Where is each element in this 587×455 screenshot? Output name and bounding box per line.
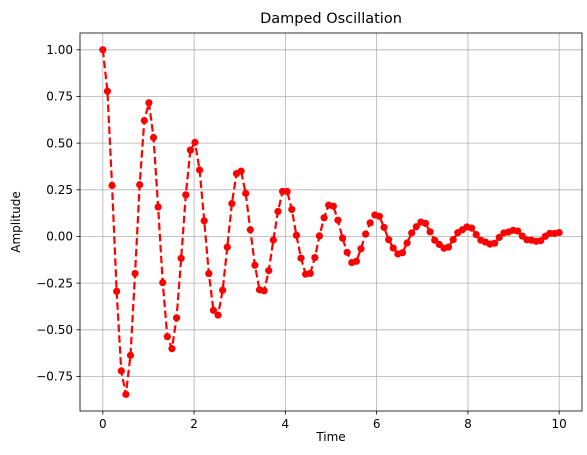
data-point bbox=[338, 234, 347, 242]
x-tick-label: 10 bbox=[552, 417, 567, 431]
data-point bbox=[182, 191, 190, 199]
data-point bbox=[140, 116, 148, 125]
x-tick-label: 0 bbox=[99, 417, 107, 431]
data-point bbox=[122, 390, 130, 398]
data-point bbox=[320, 214, 328, 222]
y-tick-label: 0.50 bbox=[46, 136, 73, 150]
x-axis: 0 2 4 6 8 10 bbox=[99, 411, 567, 431]
data-point bbox=[159, 278, 167, 287]
data-point bbox=[223, 243, 231, 251]
data-point bbox=[444, 243, 453, 251]
data-point bbox=[306, 269, 314, 278]
data-point bbox=[403, 239, 411, 247]
data-point bbox=[209, 306, 218, 314]
data-point bbox=[168, 345, 176, 353]
data-point bbox=[242, 189, 250, 197]
y-tick-label: −0.75 bbox=[36, 370, 73, 384]
data-point bbox=[426, 228, 434, 236]
data-point bbox=[205, 270, 213, 278]
data-point bbox=[361, 230, 370, 238]
data-point bbox=[228, 200, 236, 208]
plot-frame bbox=[79, 32, 583, 412]
data-point bbox=[149, 133, 158, 142]
data-point bbox=[219, 286, 227, 294]
series-layer bbox=[99, 46, 563, 398]
y-tick-label: 0.00 bbox=[46, 230, 73, 244]
data-point bbox=[491, 239, 499, 247]
data-point bbox=[288, 205, 296, 213]
x-tick-label: 6 bbox=[373, 417, 381, 431]
x-tick-label: 4 bbox=[282, 417, 290, 431]
data-point bbox=[431, 236, 439, 244]
data-point bbox=[375, 212, 384, 220]
x-tick-label: 8 bbox=[464, 417, 472, 431]
data-point bbox=[412, 223, 420, 231]
data-point bbox=[357, 245, 365, 253]
data-point bbox=[246, 226, 254, 234]
y-tick-label: −0.50 bbox=[36, 323, 73, 337]
data-point bbox=[131, 269, 139, 278]
data-point bbox=[385, 236, 393, 244]
data-point bbox=[297, 254, 305, 262]
data-point bbox=[555, 228, 563, 237]
data-point bbox=[329, 202, 337, 210]
data-point bbox=[537, 237, 545, 245]
data-point bbox=[495, 233, 503, 241]
data-point bbox=[421, 219, 430, 227]
data-point bbox=[292, 231, 301, 239]
data-point bbox=[315, 232, 324, 240]
data-point bbox=[99, 46, 107, 54]
data-point bbox=[472, 231, 480, 239]
data-point bbox=[191, 138, 199, 146]
data-point bbox=[108, 181, 116, 190]
data-point bbox=[200, 217, 208, 225]
data-point bbox=[113, 287, 121, 295]
y-tick-label: 0.25 bbox=[46, 183, 73, 197]
data-point bbox=[514, 227, 522, 235]
data-point bbox=[196, 166, 204, 174]
data-point bbox=[366, 219, 374, 227]
data-point bbox=[260, 287, 268, 295]
y-axis-label: Amplitude bbox=[9, 191, 23, 253]
y-tick-label: 1.00 bbox=[46, 43, 73, 57]
data-point bbox=[251, 261, 259, 269]
data-point bbox=[398, 249, 407, 257]
data-point bbox=[311, 253, 319, 262]
data-point bbox=[380, 223, 388, 231]
y-axis: −0.75 −0.50 −0.25 0.00 0.25 0.50 0.75 1.00 bbox=[36, 43, 80, 384]
data-point bbox=[117, 367, 125, 375]
data-point bbox=[449, 236, 457, 244]
data-point bbox=[334, 216, 342, 224]
data-point bbox=[274, 207, 282, 216]
data-point bbox=[214, 311, 222, 319]
data-point bbox=[265, 267, 273, 275]
y-tick-label: 0.75 bbox=[46, 90, 73, 104]
data-point bbox=[468, 224, 476, 232]
data-point bbox=[103, 87, 112, 95]
data-point bbox=[352, 257, 360, 265]
data-point bbox=[186, 146, 194, 154]
data-point bbox=[154, 203, 162, 211]
data-point bbox=[145, 99, 153, 107]
grid bbox=[80, 33, 582, 411]
data-point bbox=[177, 254, 185, 262]
y-tick-label: −0.25 bbox=[36, 276, 73, 290]
data-point bbox=[126, 351, 135, 359]
data-point bbox=[343, 248, 351, 256]
x-tick-label: 2 bbox=[190, 417, 198, 431]
data-point bbox=[136, 181, 144, 189]
data-point bbox=[408, 229, 416, 237]
data-point bbox=[283, 187, 291, 196]
data-point bbox=[163, 333, 171, 341]
data-point bbox=[269, 236, 277, 244]
data-point bbox=[172, 314, 181, 322]
chart-title: Damped Oscillation bbox=[260, 11, 402, 27]
data-point bbox=[237, 167, 245, 175]
data-point bbox=[389, 244, 397, 252]
x-axis-label: Time bbox=[315, 430, 345, 444]
